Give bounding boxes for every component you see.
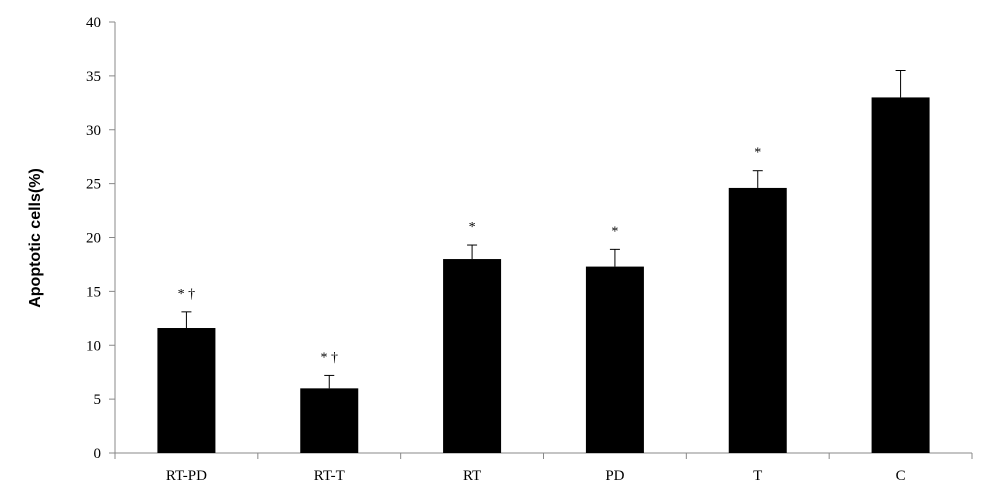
y-axis-label: Apoptotic cells(%) [27,168,44,308]
y-tick-label: 0 [94,446,102,462]
y-tick-label: 35 [86,69,101,85]
y-tick-label: 25 [86,177,101,193]
bars: * † * † * * * [157,69,930,454]
significance-marker: * [469,220,476,235]
bar [728,187,787,453]
y-axis: 0 5 10 15 20 25 30 35 40 [86,15,116,462]
bar [157,328,216,453]
bar [300,388,359,453]
significance-marker: * [754,146,761,161]
x-tick-label: RT-PD [166,468,207,484]
bar [585,266,644,453]
x-tick-label: C [896,468,906,484]
x-tick-label: RT-T [314,468,345,484]
x-tick-label: T [753,468,762,484]
bar [443,259,502,453]
y-tick-label: 40 [86,15,101,31]
x-tick-label: RT [463,468,481,484]
significance-marker: * † [178,287,196,302]
y-tick-label: 20 [86,231,101,247]
y-tick-label: 15 [86,284,101,300]
y-tick-label: 5 [94,392,102,408]
significance-marker: * † [321,350,339,365]
x-axis: RT-PD RT-T RT PD T C [114,452,973,484]
y-tick-label: 10 [86,338,101,354]
y-tick-label: 30 [86,123,101,139]
bar [871,97,930,454]
significance-marker: * [611,224,618,239]
x-tick-label: PD [605,468,624,484]
